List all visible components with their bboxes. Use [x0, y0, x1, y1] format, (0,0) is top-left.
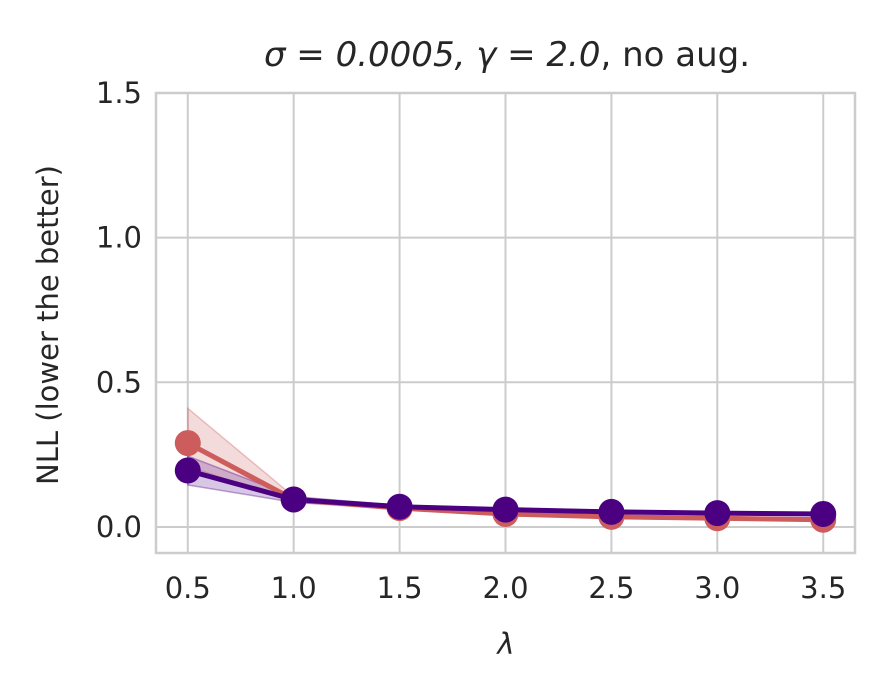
series-1-point	[174, 430, 201, 457]
chart-title-suffix: , no aug.	[600, 35, 750, 75]
x-tick-label: 1.5	[377, 571, 423, 605]
x-axis-label: λ	[495, 627, 514, 661]
y-tick-label: 1.0	[96, 221, 142, 255]
x-tick-label: 2.5	[588, 571, 634, 605]
x-tick-label: 0.5	[165, 571, 211, 605]
y-tick-label: 1.5	[96, 76, 142, 110]
x-tick-label: 2.0	[482, 571, 528, 605]
series-2-point	[598, 498, 625, 525]
series-2-point	[492, 496, 519, 523]
series-2-point	[280, 486, 307, 513]
series-2-point	[704, 500, 731, 527]
y-tick-label: 0.0	[96, 510, 142, 544]
series-points	[174, 430, 837, 533]
y-tick-label: 0.5	[96, 365, 142, 399]
plot-frame	[154, 91, 857, 555]
x-tick-label: 1.0	[271, 571, 317, 605]
y-axis-label: NLL (lower the better)	[31, 165, 65, 485]
x-tick-label: 3.5	[800, 571, 846, 605]
series-2-point	[386, 493, 413, 520]
y-tick-labels: 0.0 0.5 1.0 1.5	[96, 76, 142, 544]
x-tick-labels: 0.5 1.0 1.5 2.0 2.5 3.0 3.5	[165, 571, 847, 605]
chart-title-main: σ = 0.0005, γ = 2.0	[264, 35, 601, 75]
x-tick-label: 3.0	[694, 571, 740, 605]
series-2-point	[810, 500, 837, 527]
series-2-point	[174, 457, 201, 484]
chart-title: σ = 0.0005, γ = 2.0, no aug.	[264, 35, 750, 75]
